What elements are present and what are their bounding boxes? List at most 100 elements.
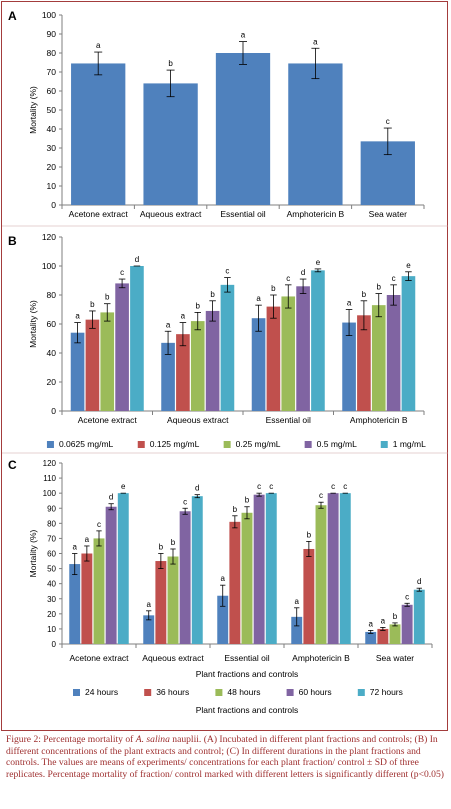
panel-c-bar xyxy=(303,548,315,644)
panel-c-significance-letter: a xyxy=(73,543,78,552)
panel-c-y-tick-label: 120 xyxy=(43,459,57,468)
panel-a-bar xyxy=(288,63,343,206)
panel-b-legend-label: 0.125 mg/mL xyxy=(150,439,200,449)
panel-c-significance-letter: a xyxy=(221,574,226,583)
panel-b-significance-letter: d xyxy=(135,255,139,264)
panel-b-significance-letter: a xyxy=(256,294,261,303)
panel-b-bar xyxy=(281,296,296,411)
panel-b-legend-label: 0.0625 mg/mL xyxy=(59,439,114,449)
panel-b-significance-letter: e xyxy=(316,258,321,267)
panel-a-y-tick-label: 30 xyxy=(47,143,57,153)
panel-c-bar xyxy=(413,589,425,644)
panel-b-significance-letter: b xyxy=(105,293,110,302)
panel-b-bar xyxy=(371,305,386,411)
panel-a-category-label: Sea water xyxy=(369,209,407,219)
panel-c-significance-letter: c xyxy=(319,491,323,500)
panel-b-significance-letter: d xyxy=(301,268,305,277)
panel-c-bar xyxy=(377,628,389,644)
panel-c-bar xyxy=(229,521,241,644)
panel-b-bar xyxy=(296,286,310,411)
panel-b-bar xyxy=(100,312,115,411)
panel-c-bar xyxy=(105,506,117,644)
panel-c-y-tick-label: 80 xyxy=(47,519,56,528)
panel-b-legend-swatch xyxy=(46,441,54,448)
panel-c-bar xyxy=(389,624,401,644)
panel-c-significance-letter: d xyxy=(109,493,113,502)
panel-c-significance-letter: b xyxy=(233,505,238,514)
panel-b-bar xyxy=(386,295,401,411)
panel-c-significance-letter: b xyxy=(245,496,250,505)
panel-b-legend-swatch xyxy=(380,441,388,448)
panel-c-y-tick-label: 110 xyxy=(43,474,56,483)
panel-c-y-tick-label: 0 xyxy=(52,640,57,649)
panel-c-x-axis-title-repeat: Plant fractions and controls xyxy=(196,705,299,715)
panel-c-significance-letter: c xyxy=(257,482,261,491)
panel-b-significance-letter: b xyxy=(377,283,382,292)
panel-c-legend-swatch xyxy=(73,689,80,696)
panel-b-bar xyxy=(85,319,100,411)
panel-c-bar xyxy=(401,604,413,644)
panel-b-y-tick-label: 120 xyxy=(42,232,56,242)
panel-b-bar xyxy=(205,310,220,411)
panel-c-bar xyxy=(265,493,277,644)
panel-c-significance-letter: b xyxy=(159,543,164,552)
panel-c-bar xyxy=(191,496,203,644)
panel-b-significance-letter: b xyxy=(362,290,367,299)
panel-b-significance-letter: c xyxy=(120,268,124,277)
panel-c-category-label: Aqueous extract xyxy=(142,653,204,663)
panel-b-significance-letter: c xyxy=(286,274,290,283)
panel-b-legend-label: 1 mg/mL xyxy=(393,439,426,449)
panel-a-significance-letter: a xyxy=(241,31,246,40)
panel-b-bar xyxy=(311,270,325,411)
panel-b-significance-letter: b xyxy=(210,290,215,299)
panel-c-significance-letter: c xyxy=(269,482,273,491)
panel-b-significance-letter: a xyxy=(347,299,352,308)
panel-c-significance-letter: a xyxy=(295,597,300,606)
panel-c-significance-letter: a xyxy=(147,600,152,609)
panel-a-y-axis-title: Mortality (%) xyxy=(28,86,38,134)
panel-a-y-tick-label: 70 xyxy=(47,67,57,77)
panel-c-significance-letter: b xyxy=(307,530,312,539)
panel-a-y-tick-label: 90 xyxy=(47,29,57,39)
panel-b-significance-letter: a xyxy=(181,312,186,321)
panel-c-y-tick-label: 70 xyxy=(47,534,56,543)
panel-c-category-label: Acetone extract xyxy=(69,653,129,663)
panel-a-y-tick-label: 100 xyxy=(42,10,56,20)
panel-a-y-tick-label: 20 xyxy=(47,162,57,172)
panel-b-category-label: Acetone extract xyxy=(78,415,138,425)
caption-text-before: Figure 2: Percentage mortality of xyxy=(6,734,136,745)
panel-b-significance-letter: a xyxy=(166,320,171,329)
panel-c-y-tick-label: 90 xyxy=(47,504,56,513)
panel-c-bar xyxy=(179,511,191,644)
panel-c-legend-label: 60 hours xyxy=(299,687,332,697)
panel-c-significance-letter: a xyxy=(369,619,374,628)
panel-b-bar xyxy=(220,284,235,411)
panel-c-y-tick-label: 20 xyxy=(47,610,56,619)
panel-c-significance-letter: c xyxy=(405,592,409,601)
panel-a-bar xyxy=(71,63,126,206)
panel-b-significance-letter: c xyxy=(225,267,229,276)
panel-c-y-axis-title: Mortality (%) xyxy=(28,529,38,577)
panel-a-letter: A xyxy=(8,9,17,23)
panel-b-y-tick-label: 40 xyxy=(47,348,57,358)
panel-c-significance-letter: a xyxy=(85,535,90,544)
panel-c-letter: C xyxy=(8,458,17,472)
panel-c-y-tick-label: 30 xyxy=(47,595,56,604)
panel-c-bar xyxy=(69,564,81,644)
panel-b-bar xyxy=(401,276,416,411)
panel-c-category-label: Sea water xyxy=(376,653,414,663)
panel-a-y-tick-label: 10 xyxy=(47,181,57,191)
panel-c-bar xyxy=(291,616,303,644)
panel-c-bar xyxy=(339,493,351,644)
panel-b-letter: B xyxy=(8,234,17,248)
panel-b-category-label: Essential oil xyxy=(266,415,311,425)
panel-c-legend-swatch xyxy=(286,689,294,696)
panel-c-bar xyxy=(143,615,155,644)
panel-b-bar xyxy=(251,318,266,411)
panel-c-bar xyxy=(241,512,253,644)
panel-a-category-label: Essential oil xyxy=(220,209,265,219)
panel-c-y-tick-label: 40 xyxy=(47,580,56,589)
panel-b-y-tick-label: 60 xyxy=(47,319,57,329)
panel-b-y-tick-label: 20 xyxy=(47,377,57,387)
